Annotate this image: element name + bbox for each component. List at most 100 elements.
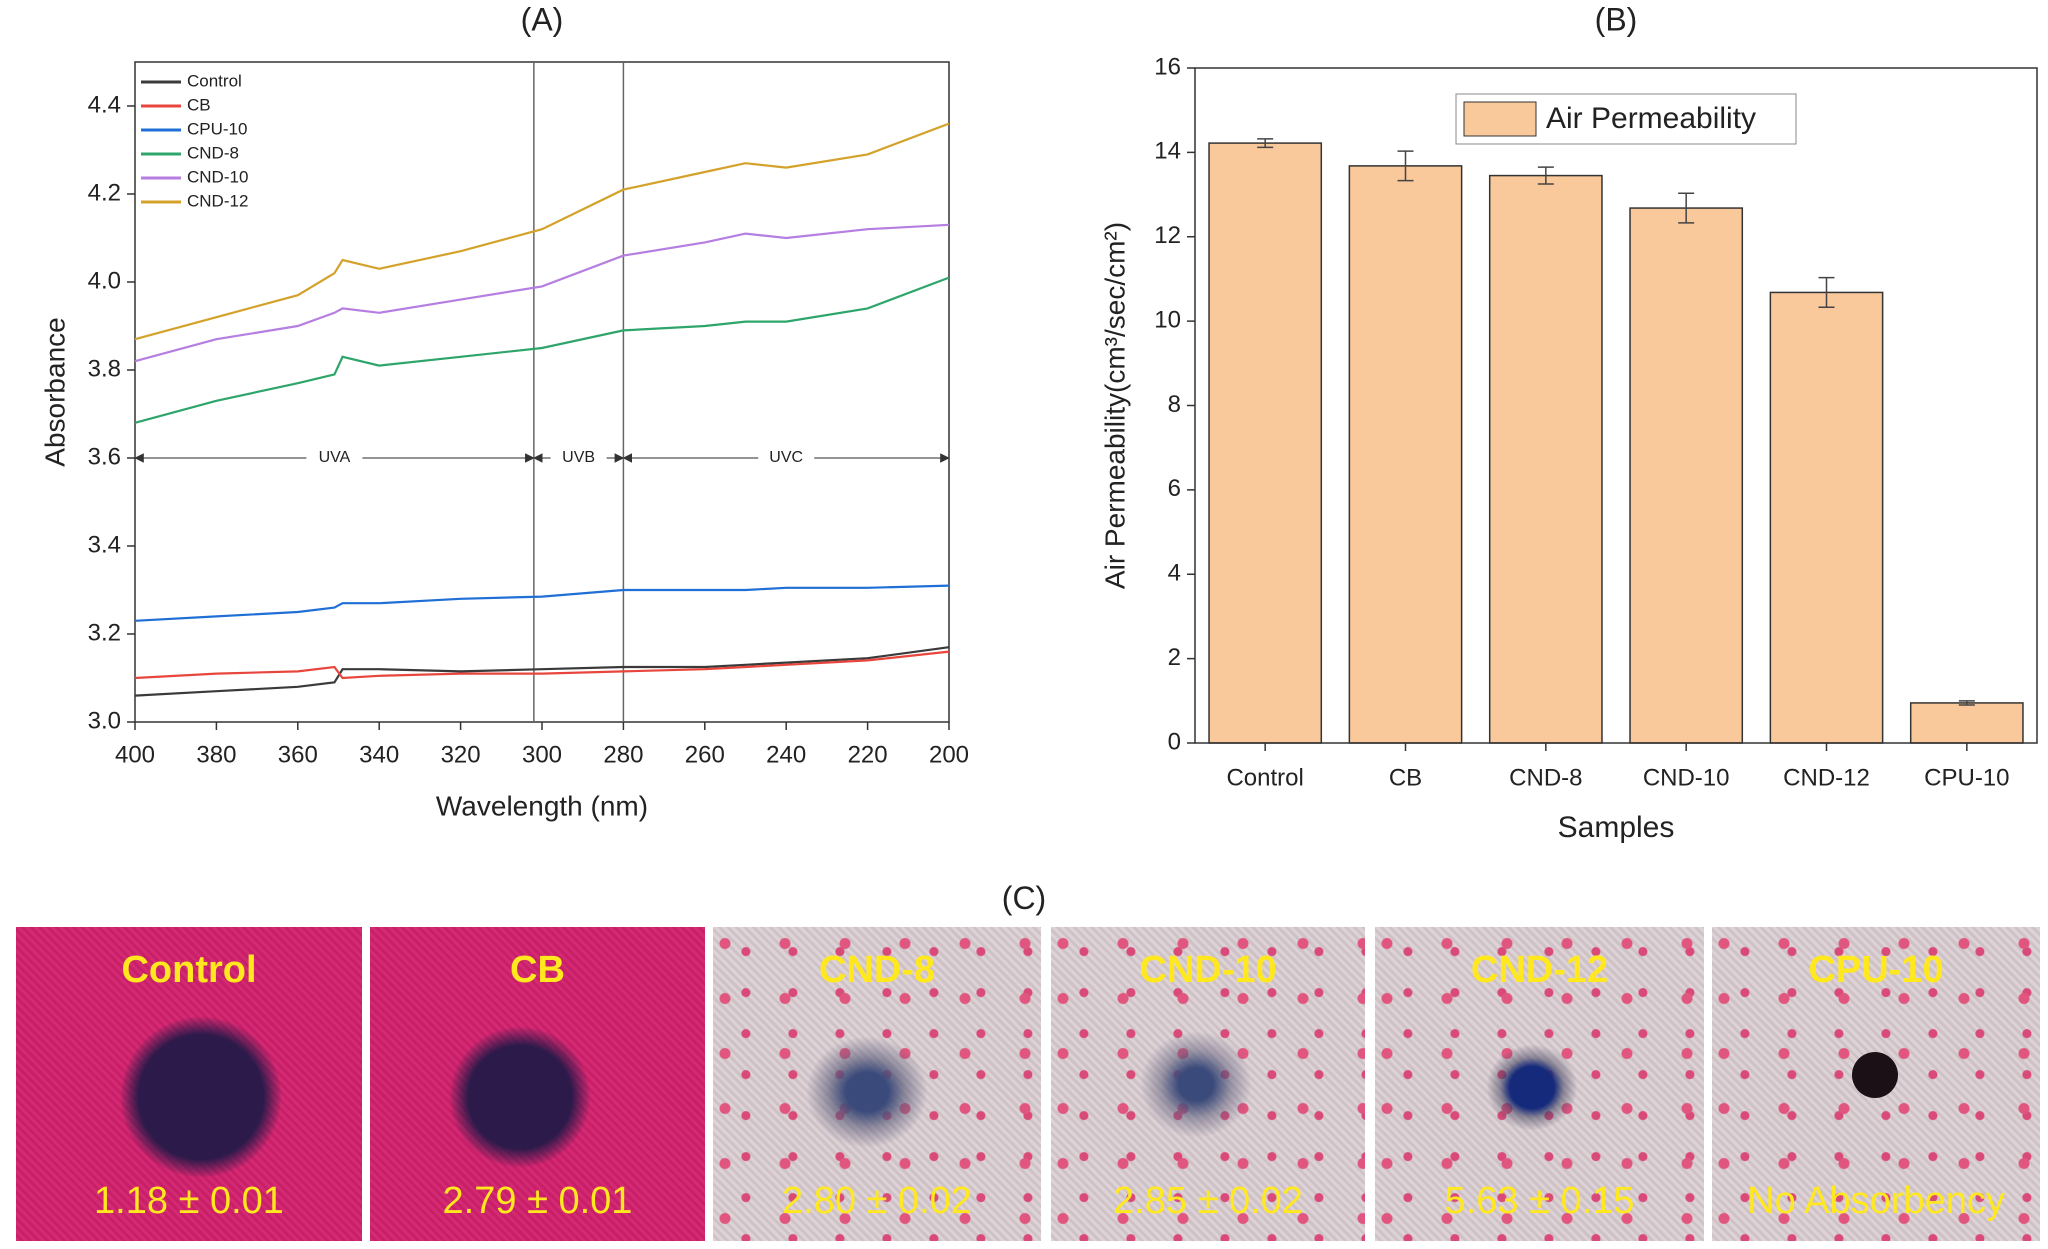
y-tick-label: 4.0 <box>88 267 121 294</box>
error-bar <box>1257 138 1274 149</box>
bar <box>1769 291 1884 744</box>
sample-photo: CND-8 2.80 ± 0.02 <box>713 927 1041 1241</box>
sample-name: Control <box>121 949 257 991</box>
charts: (A)400 380 360 340 320 300 280 260 240 220 200Wave… <box>39 1 2038 844</box>
x-tick-label: 320 <box>441 741 481 768</box>
y-tick-label: 0 <box>1168 728 1181 755</box>
bar <box>1629 207 1744 744</box>
stain <box>121 1017 281 1177</box>
sample-name: CND-8 <box>818 949 936 991</box>
bar <box>1348 165 1463 744</box>
series-line <box>134 650 950 680</box>
series-line <box>134 223 950 363</box>
x-tick-label: Control <box>1226 764 1303 791</box>
sample-photo: CND-12 5.63 ± 0.15 <box>1375 927 1704 1241</box>
sample-value: No Absorbency <box>1747 1180 2005 1222</box>
stain <box>1852 1052 1898 1098</box>
region-label-bg <box>758 447 815 469</box>
y-tick-label: 4.2 <box>88 179 121 206</box>
y-tick-label: 2 <box>1168 644 1181 671</box>
chart-title: (B) <box>1595 1 1638 37</box>
sample-photo: Control 1.18 ± 0.01 <box>16 927 362 1241</box>
y-tick-label: 3.4 <box>88 531 121 558</box>
error-bar <box>1818 276 1835 308</box>
region-label: UVA <box>319 449 351 466</box>
series-line <box>134 122 950 341</box>
x-tick-label: 340 <box>359 741 399 768</box>
x-tick-label: CPU-10 <box>1924 764 2009 791</box>
x-tick-label: 360 <box>278 741 318 768</box>
x-axis-title: Wavelength (nm) <box>436 790 648 821</box>
region-label: UVC <box>769 449 803 466</box>
region-label-bg <box>306 447 363 469</box>
y-tick-label: 6 <box>1168 475 1181 502</box>
x-tick-label: CND-12 <box>1783 764 1870 791</box>
legend-label: CPU-10 <box>187 119 247 138</box>
bar <box>1208 142 1323 744</box>
sample-value: 2.85 ± 0.02 <box>1113 1180 1303 1222</box>
x-tick-label: CND-8 <box>1509 764 1582 791</box>
sample-value: 2.80 ± 0.02 <box>782 1180 972 1222</box>
legend-label: CND-10 <box>187 167 248 186</box>
bar <box>1488 174 1603 744</box>
legend-label: CB <box>187 95 211 114</box>
x-tick-label: 300 <box>522 741 562 768</box>
legend-label: CND-8 <box>187 143 239 162</box>
legend-label: Control <box>187 71 242 90</box>
y-tick-label: 3.0 <box>88 707 121 734</box>
x-tick-label: 240 <box>766 741 806 768</box>
error-bar <box>1958 700 1975 706</box>
y-tick-label: 3.6 <box>88 443 121 470</box>
legend-label: CND-12 <box>187 191 248 210</box>
legend-label: Air Permeability <box>1546 102 1756 135</box>
x-axis-title: Samples <box>1558 811 1675 844</box>
sample-name: CB <box>510 949 565 991</box>
sample-value: 1.18 ± 0.01 <box>94 1180 284 1222</box>
region-label: UVB <box>562 449 595 466</box>
sample-name: CND-10 <box>1139 949 1277 991</box>
error-bar <box>1397 150 1414 182</box>
x-tick-label: 260 <box>685 741 725 768</box>
x-tick-label: CB <box>1389 764 1422 791</box>
stain <box>807 1037 927 1147</box>
sample-photo: CPU-10 No Absorbency <box>1712 927 2040 1241</box>
x-tick-label: 220 <box>848 741 888 768</box>
y-tick-label: 8 <box>1168 391 1181 418</box>
panel-c: (C) Control 1.18 ± 0.01 CB 2.79 ± 0.01 C… <box>0 880 2048 1249</box>
x-tick-label: CND-10 <box>1643 764 1730 791</box>
region-label-bg <box>550 447 607 469</box>
y-tick-label: 3.8 <box>88 355 121 382</box>
stain <box>1141 1032 1251 1137</box>
x-tick-label: 380 <box>196 741 236 768</box>
sample-name: CND-12 <box>1470 949 1609 991</box>
y-tick-label: 12 <box>1154 222 1181 249</box>
x-tick-label: 280 <box>603 741 643 768</box>
legend-swatch <box>1463 101 1537 137</box>
error-bar <box>1678 192 1695 224</box>
series-line <box>134 584 950 622</box>
y-tick-label: 10 <box>1154 306 1181 333</box>
sample-value: 2.79 ± 0.01 <box>442 1180 633 1222</box>
y-tick-label: 4.4 <box>88 91 121 118</box>
series-line <box>134 276 950 424</box>
chart-title: (A) <box>521 1 564 37</box>
error-bar <box>1537 166 1554 185</box>
sample-photo: CB 2.79 ± 0.01 <box>370 927 705 1241</box>
y-tick-label: 3.2 <box>88 619 121 646</box>
x-tick-label: 400 <box>115 741 155 768</box>
sample-name: CPU-10 <box>1808 949 1944 991</box>
y-axis-title: Air Permeability(cm³/sec/cm²) <box>1099 222 1130 589</box>
y-tick-label: 14 <box>1154 138 1181 165</box>
sample-value: 5.63 ± 0.15 <box>1444 1180 1635 1222</box>
panel-title: (C) <box>1001 880 1047 916</box>
y-tick-label: 4 <box>1168 560 1181 587</box>
stain <box>1487 1045 1577 1130</box>
bar <box>1909 702 2024 744</box>
sample-photo: CND-10 2.85 ± 0.02 <box>1051 927 1365 1241</box>
x-tick-label: 200 <box>929 741 969 768</box>
y-axis-title: Absorbance <box>39 317 70 466</box>
stain <box>450 1027 590 1167</box>
y-tick-label: 16 <box>1154 53 1181 80</box>
plot-frame <box>1194 67 2038 744</box>
